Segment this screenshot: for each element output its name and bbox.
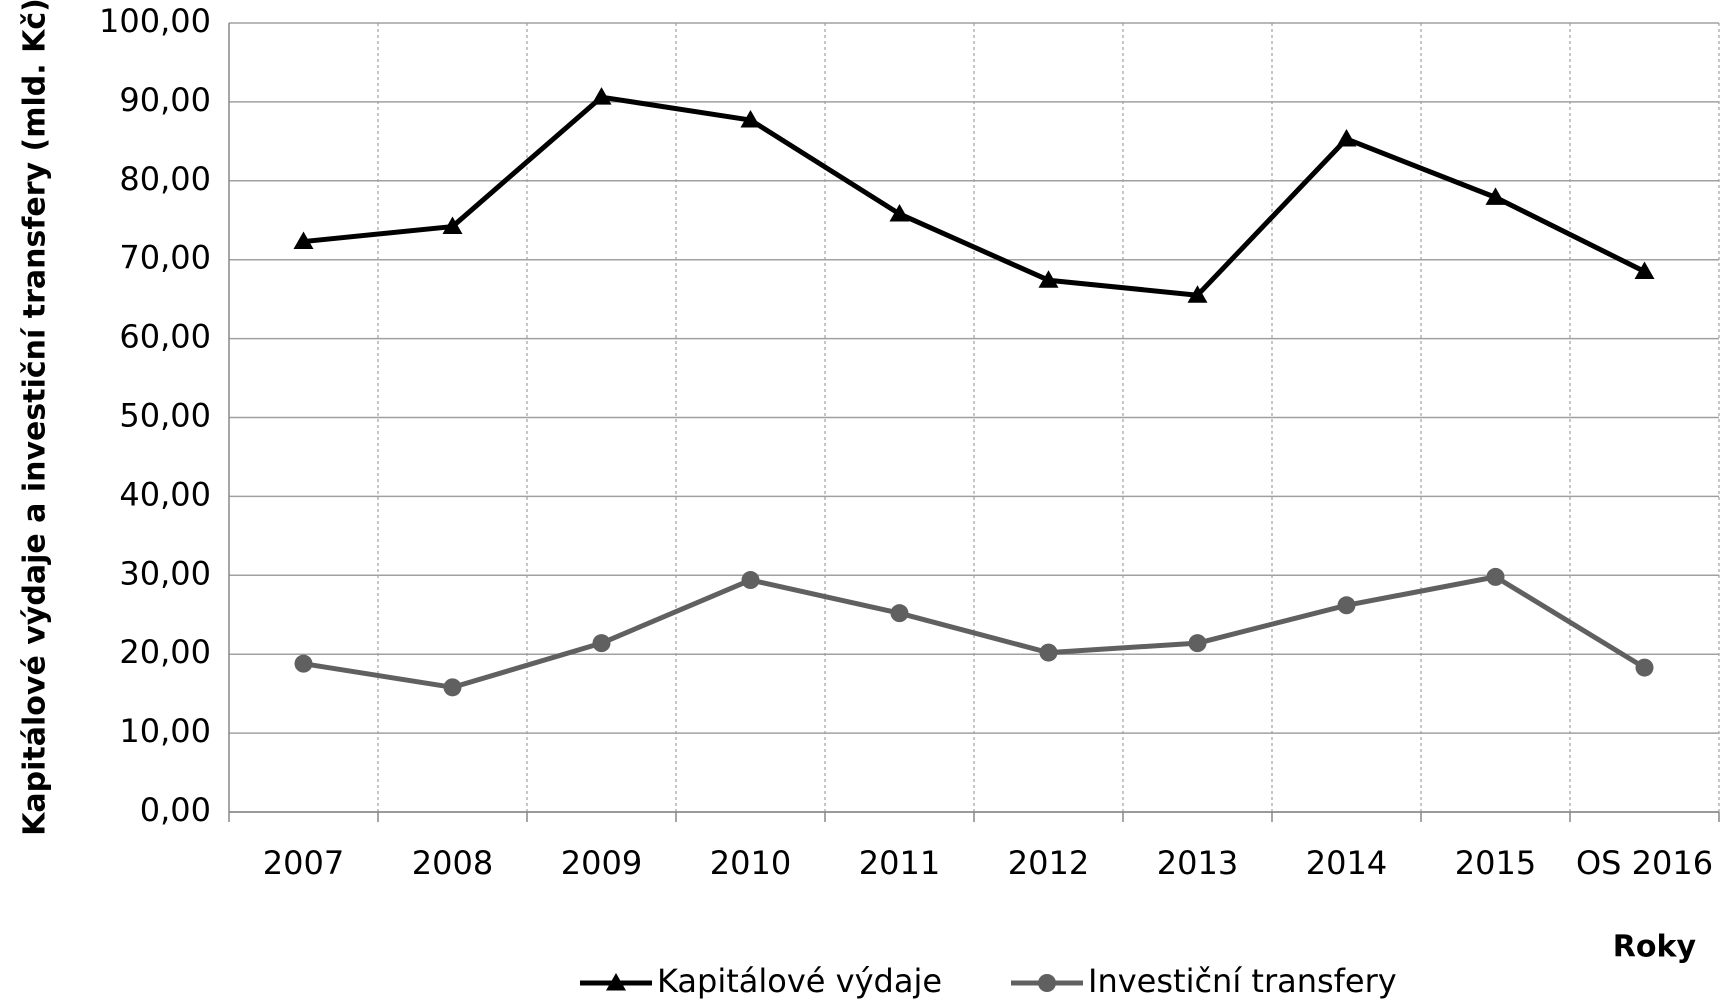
legend-label: Investiční transfery [1088, 962, 1397, 1000]
x-tick-label: 2015 [1455, 844, 1536, 882]
x-tick-label: OS 2016 [1576, 844, 1713, 882]
data-point [1337, 596, 1356, 615]
y-axis-title: Kapitálové výdaje a investiční transfery… [18, 0, 53, 836]
data-point [1634, 261, 1655, 280]
data-point [294, 654, 313, 673]
data-point [1039, 643, 1058, 662]
data-point [442, 216, 463, 235]
y-tick-label: 10,00 [119, 712, 211, 750]
data-point [740, 110, 761, 128]
y-tick-label: 90,00 [119, 81, 211, 119]
y-tick-label: 40,00 [119, 475, 211, 513]
data-point [591, 87, 612, 105]
legend-label: Kapitálové výdaje [657, 962, 942, 1000]
data-point [1635, 658, 1654, 677]
y-tick-label: 0,00 [140, 791, 211, 829]
x-tick-label: 2011 [859, 844, 940, 882]
data-point [592, 634, 611, 653]
data-point [1187, 285, 1208, 303]
data-point [1486, 567, 1505, 586]
y-tick-label: 30,00 [119, 554, 211, 592]
x-tick-label: 2013 [1157, 844, 1238, 882]
x-tick-label: 2007 [263, 844, 344, 882]
series-line [303, 94, 1646, 298]
data-point [890, 604, 909, 623]
data-point [1188, 634, 1207, 653]
data-point [293, 231, 314, 250]
y-tick-label: 80,00 [119, 160, 211, 198]
data-point [443, 678, 462, 697]
series-line [303, 574, 1646, 690]
y-tick-label: 100,00 [99, 2, 211, 40]
data-point [1485, 187, 1506, 205]
data-point [1038, 270, 1059, 288]
y-tick-label: 50,00 [119, 397, 211, 435]
legend-marker [606, 973, 626, 991]
x-tick-label: 2009 [561, 844, 642, 882]
x-tick-label: 2008 [412, 844, 493, 882]
x-tick-label: 2010 [710, 844, 791, 882]
y-tick-label: 60,00 [119, 318, 211, 356]
x-tick-label: 2014 [1306, 844, 1387, 882]
y-tick-label: 20,00 [119, 633, 211, 671]
data-point [741, 571, 760, 590]
x-axis-title: Roky [1613, 930, 1697, 965]
data-point [1336, 128, 1357, 147]
y-tick-label: 70,00 [119, 239, 211, 277]
x-tick-label: 2012 [1008, 844, 1089, 882]
data-point [889, 203, 910, 222]
legend-marker [1038, 974, 1056, 992]
